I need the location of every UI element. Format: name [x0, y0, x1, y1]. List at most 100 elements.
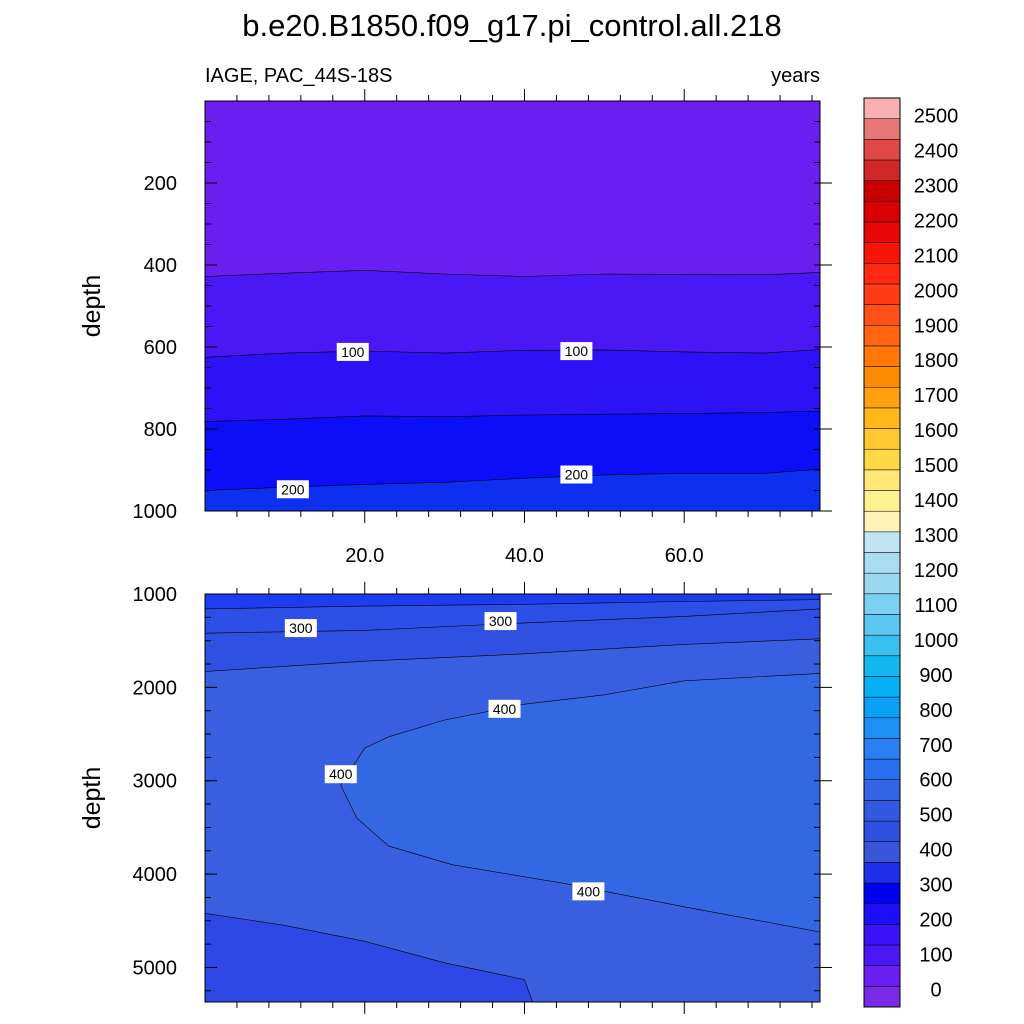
contour-label: 400 [572, 882, 605, 901]
variable-label: IAGE, PAC_44S-18S [205, 65, 393, 87]
y-tick-label: 5000 [133, 957, 178, 979]
contour-label-text: 400 [493, 701, 517, 717]
plot-frame [204, 593, 821, 1003]
contour-label-box [284, 619, 317, 638]
colorbar-swatch [863, 634, 901, 657]
colorbar-label: 800 [919, 700, 952, 722]
contour-band [205, 913, 533, 1002]
colorbar-swatch [863, 717, 901, 739]
contour-line [204, 468, 821, 491]
colorbar-swatch [863, 263, 901, 285]
colorbar-swatch [863, 97, 901, 119]
colorbar-label: 1600 [914, 420, 959, 442]
colorbar-swatch [863, 118, 901, 140]
contour-label-box [276, 480, 309, 499]
y-tick-label: 200 [144, 173, 177, 195]
colorbar-label: 2400 [914, 140, 959, 162]
colorbar-swatch [863, 924, 901, 946]
colorbar-swatch [863, 944, 901, 966]
colorbar-label: 1200 [914, 560, 959, 582]
colorbar-swatch [863, 469, 901, 491]
contour-label-box [336, 342, 369, 361]
colorbar-swatch [863, 841, 901, 863]
colorbar-swatch [863, 304, 901, 326]
colorbar-swatch [863, 572, 901, 595]
colorbar-label: 900 [919, 665, 952, 687]
colorbar-swatch [863, 882, 901, 904]
contour-label: 100 [560, 342, 593, 361]
colorbar-swatch [863, 221, 901, 243]
colorbar-label: 1100 [914, 595, 957, 617]
colorbar: 0 100 200 300 400 500 600 700 800 900 1000 1100 1200… [863, 97, 959, 1008]
colorbar-label: 300 [919, 875, 952, 897]
contour-line [204, 269, 821, 277]
contour-label-box [484, 612, 517, 631]
contour-label-text: 300 [289, 620, 313, 636]
colorbar-label: 500 [919, 805, 952, 827]
colorbar-label: 1400 [914, 490, 959, 512]
contour-line [204, 638, 821, 672]
colorbar-swatch [863, 820, 901, 842]
contour-label-text: 400 [329, 766, 353, 782]
contour-label-text: 400 [577, 883, 601, 899]
colorbar-label: 0 [930, 980, 941, 1002]
contour-label: 200 [560, 465, 593, 484]
colorbar-label: 2500 [914, 106, 959, 128]
colorbar-swatch [863, 159, 901, 181]
y-axis-label: depth [78, 767, 106, 830]
colorbar-swatch [863, 345, 901, 367]
colorbar-label: 1300 [914, 525, 959, 547]
colorbar-swatch [863, 779, 901, 801]
colorbar-label: 1800 [914, 350, 959, 372]
contour-label: 400 [324, 765, 357, 784]
contour-label-box [560, 465, 593, 484]
y-tick-label: 600 [144, 337, 177, 359]
contour-line [204, 599, 821, 610]
contour-band [205, 594, 820, 609]
contour-label-box [572, 882, 605, 901]
contour-line [204, 410, 821, 422]
colorbar-label: 100 [919, 945, 952, 967]
colorbar-swatch [863, 593, 901, 615]
colorbar-swatch [863, 366, 901, 388]
colorbar-label: 2300 [914, 175, 959, 197]
colorbar-label: 2200 [914, 210, 959, 232]
colorbar-swatch [863, 386, 901, 409]
colorbar-swatch [863, 758, 901, 780]
colorbar-swatch [863, 738, 901, 760]
contour-band [205, 469, 820, 511]
colorbar-swatch [863, 407, 901, 429]
colorbar-swatch [863, 614, 901, 636]
colorbar-swatch [863, 428, 901, 450]
colorbar-swatch [863, 862, 901, 884]
colorbar-label: 1000 [914, 630, 959, 652]
contour-band [205, 608, 820, 672]
y-tick-label: 2000 [133, 677, 178, 699]
y-tick-label: 800 [144, 419, 177, 441]
colorbar-label: 2100 [914, 245, 959, 267]
colorbar-swatch [863, 655, 901, 677]
contour-label-box [488, 699, 521, 718]
contour-label: 300 [484, 612, 517, 631]
colorbar-label: 1500 [914, 455, 959, 477]
contour-label: 300 [284, 619, 317, 638]
colorbar-swatch [863, 676, 901, 698]
y-tick-label: 400 [144, 255, 177, 277]
colorbar-swatch [863, 139, 901, 161]
contour-label-text: 200 [281, 481, 305, 497]
contour-label-text: 100 [341, 344, 365, 360]
chart-title: b.e20.B1850.f09_g17.pi_control.all.218 [242, 8, 782, 43]
colorbar-label: 400 [919, 840, 952, 862]
colorbar-label: 200 [919, 910, 952, 932]
colorbar-label: 1700 [914, 385, 959, 407]
y-tick-label: 1000 [133, 501, 178, 523]
contour-label: 200 [276, 480, 309, 499]
colorbar-swatch [863, 325, 901, 347]
colorbar-swatch [863, 800, 901, 822]
colorbar-swatch [863, 531, 901, 553]
x-tick-label: 60.0 [665, 545, 704, 567]
contour-label-text: 100 [565, 343, 589, 359]
contour-label-box [560, 342, 593, 361]
colorbar-swatch [863, 180, 901, 202]
colorbar-label: 1900 [914, 315, 959, 337]
